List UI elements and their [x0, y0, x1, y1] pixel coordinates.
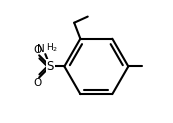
- Text: H$_2$: H$_2$: [46, 41, 58, 54]
- Text: O: O: [33, 78, 41, 88]
- Text: O: O: [33, 45, 41, 55]
- Text: S: S: [47, 60, 54, 73]
- Text: N: N: [37, 44, 45, 54]
